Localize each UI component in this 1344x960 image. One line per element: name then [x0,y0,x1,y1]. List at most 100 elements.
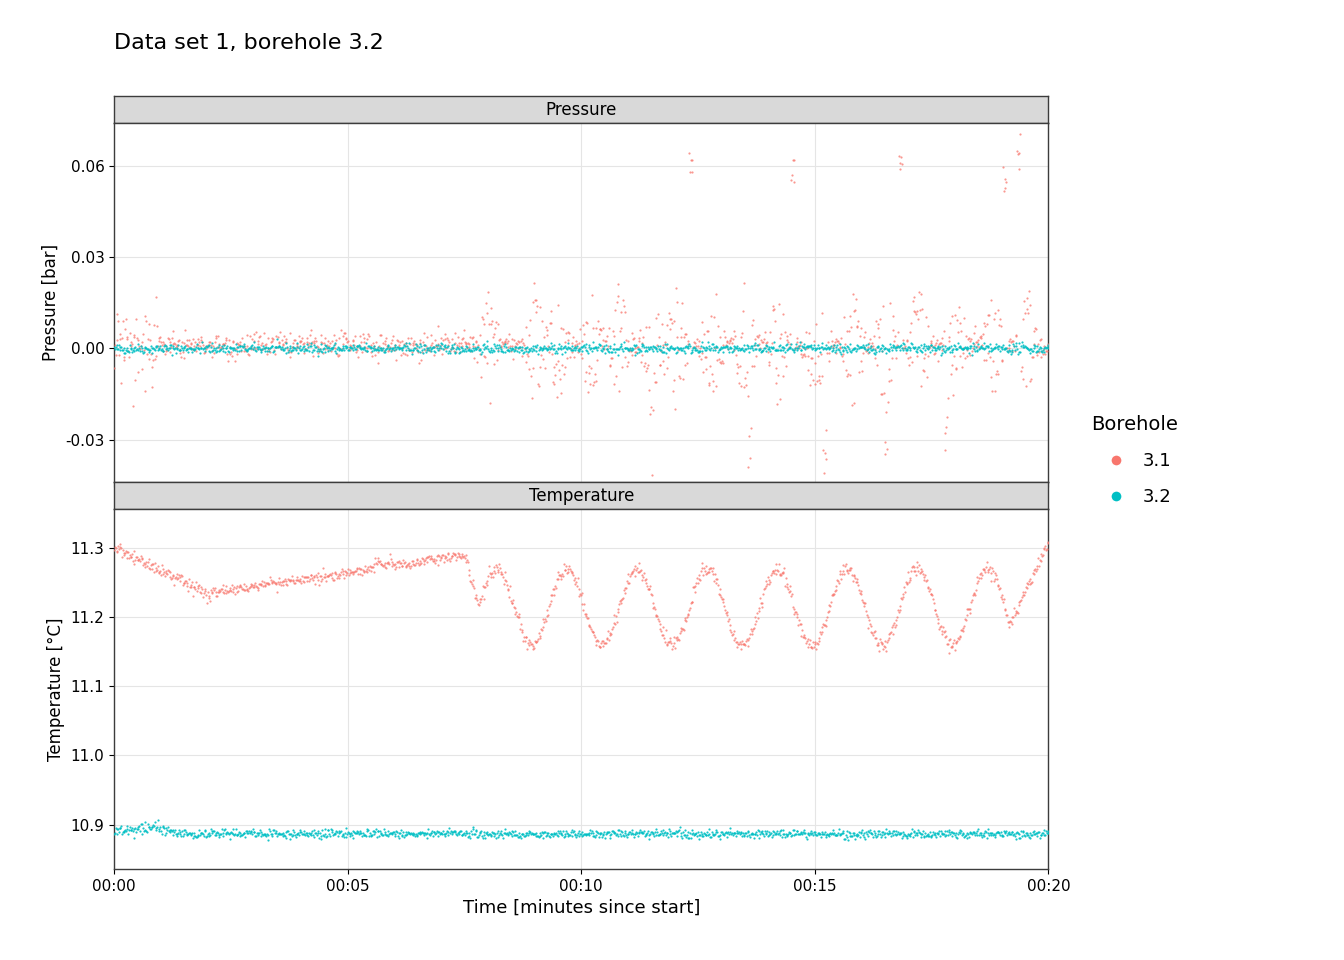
Point [445,345,466,360]
Point [698,564,719,580]
Point [1015,828,1036,844]
Point [544,346,566,361]
Point [968,822,989,837]
Point [672,825,694,840]
Point [286,339,308,354]
Point [668,340,689,355]
Point [727,342,749,357]
Point [785,340,806,355]
Point [824,338,845,353]
Point [329,341,351,356]
Point [586,352,607,368]
Point [868,643,890,659]
Point [1003,600,1024,615]
Point [382,554,403,569]
Point [198,343,219,358]
Point [445,548,466,564]
Point [957,826,978,841]
Point [597,342,618,357]
Point [243,825,265,840]
Point [814,337,836,352]
Point [907,340,929,355]
Point [996,175,1017,190]
Point [640,578,661,593]
Point [831,330,852,346]
Point [770,823,792,838]
Point [716,826,738,841]
Point [241,342,262,357]
Point [587,340,609,355]
Point [617,566,638,582]
Point [196,828,218,843]
Point [694,340,715,355]
Point [989,827,1011,842]
Point [915,338,937,353]
Point [146,318,168,333]
Point [694,564,715,579]
Point [370,824,391,839]
Point [548,825,570,840]
Point [258,576,280,591]
Point [415,550,437,565]
Point [732,636,754,652]
Point [870,341,891,356]
Point [523,640,544,656]
Point [837,339,859,354]
Point [509,339,531,354]
Point [177,345,199,360]
Point [161,570,183,586]
Point [345,341,367,356]
Point [204,828,226,843]
Point [250,825,271,840]
Point [1027,339,1048,354]
Point [223,582,245,597]
Point [1000,331,1021,347]
Point [918,339,939,354]
Point [121,345,142,360]
Point [646,337,668,352]
Point [625,563,646,578]
Point [410,825,431,840]
Point [867,339,888,354]
Point [836,339,857,354]
Point [314,330,336,346]
Point [1038,337,1059,352]
Point [520,636,542,651]
Point [827,826,848,841]
Point [860,825,882,840]
Point [711,339,732,354]
Point [874,434,895,449]
Point [872,339,894,354]
Point [841,567,863,583]
Point [1035,344,1056,359]
Point [746,328,767,344]
Point [976,316,997,331]
Point [972,340,993,355]
Point [323,572,344,588]
Point [566,340,587,355]
Point [890,826,911,841]
Point [441,331,462,347]
Point [1027,343,1048,358]
Point [1005,335,1027,350]
Point [655,334,676,349]
Point [650,824,672,839]
Point [683,826,704,841]
Point [860,618,882,634]
Point [468,596,489,612]
Point [1036,340,1058,355]
Point [484,356,505,372]
Point [406,339,427,354]
Point [560,342,582,357]
Point [149,329,171,345]
Point [460,342,481,357]
Point [352,564,374,579]
Point [917,341,938,356]
Point [239,580,261,595]
Point [601,350,622,366]
Point [800,377,821,393]
Point [564,827,586,842]
Point [144,818,165,833]
Point [829,336,851,351]
Point [919,338,941,353]
